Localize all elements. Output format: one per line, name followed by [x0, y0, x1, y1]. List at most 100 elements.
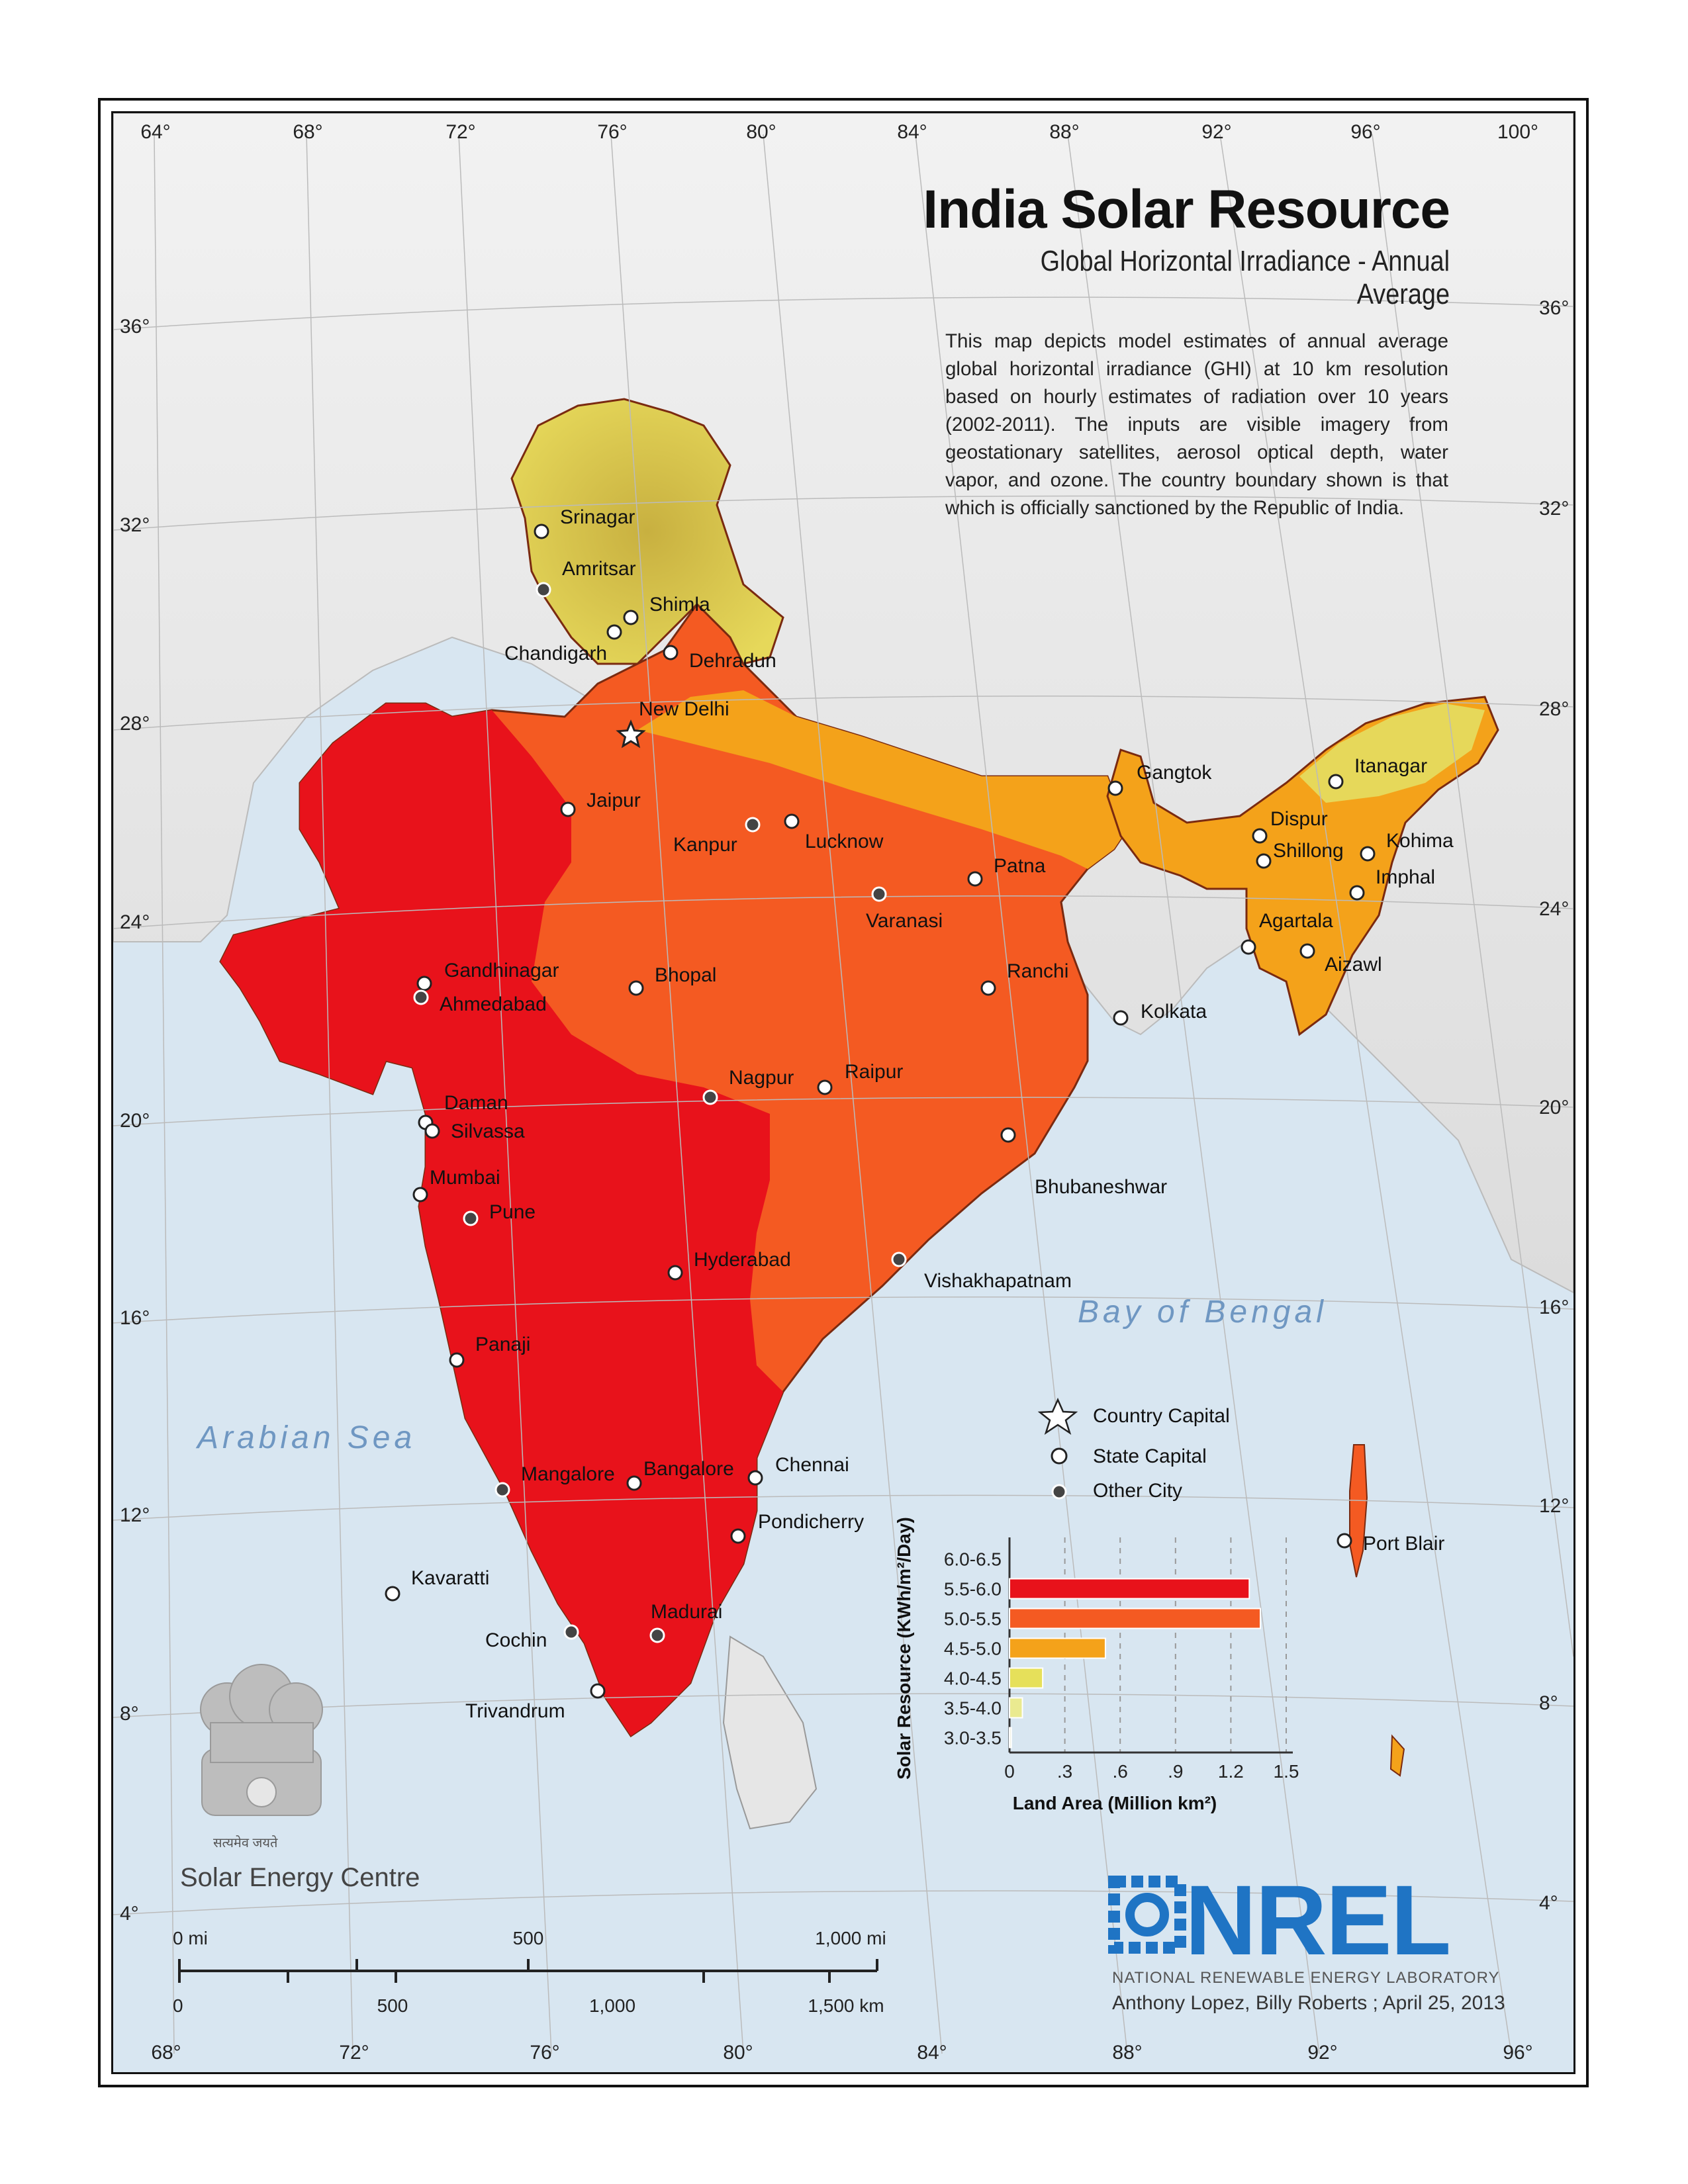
- city-label: Gangtok: [1137, 762, 1212, 784]
- city-label: Aizawl: [1325, 954, 1382, 976]
- sea-label-arabian: Arabian Sea: [195, 1420, 416, 1455]
- country-capital-legend-icon: [1037, 1397, 1078, 1435]
- y-tick-label: 3.0-3.5: [944, 1728, 1002, 1749]
- lat-label-right: 20°: [1539, 1097, 1569, 1118]
- x-tick-label: 1.5: [1274, 1761, 1299, 1782]
- state-capital-icon: [1299, 943, 1315, 959]
- lat-label-left: 24°: [120, 911, 150, 933]
- bar: [1009, 1608, 1261, 1629]
- state-capital-icon: [980, 980, 996, 996]
- city-label: Mangalore: [521, 1463, 615, 1485]
- state-capital-icon: [606, 624, 622, 640]
- sea-label-bengal: Bay of Bengal: [1078, 1295, 1327, 1330]
- city-label: Chennai: [775, 1454, 849, 1476]
- city-label: Bangalore: [643, 1458, 734, 1480]
- city-label: Silvassa: [451, 1120, 525, 1142]
- lon-label-bottom: 88°: [1112, 2042, 1142, 2064]
- city-label: Ranchi: [1007, 960, 1068, 982]
- x-tick-label: .3: [1057, 1761, 1072, 1782]
- other-city-icon: [745, 817, 761, 833]
- city-label: Cochin: [485, 1629, 547, 1651]
- city-label: Bhopal: [655, 964, 716, 986]
- state-capital-icon: [623, 610, 639, 625]
- nrel-wordmark: NREL: [1185, 1864, 1451, 1976]
- latitude-labels-left: 36° 32° 28° 24° 20° 16° 12° 8° 4°: [120, 316, 150, 1925]
- lon-label-top: 88°: [1049, 121, 1079, 143]
- lon-label-top: 100°: [1497, 121, 1538, 143]
- lon-label-bottom: 76°: [530, 2042, 559, 2064]
- map-description: This map depicts model estimates of annu…: [945, 330, 1448, 519]
- city-label: Ahmedabad: [440, 993, 547, 1015]
- state-capital-icon: [1360, 846, 1376, 862]
- city-label: Kavaratti: [411, 1567, 489, 1589]
- x-tick-label: .6: [1113, 1761, 1128, 1782]
- city-label: Imphal: [1376, 866, 1435, 888]
- city-label: Itanagar: [1354, 755, 1427, 777]
- city-label: Nagpur: [729, 1067, 794, 1089]
- lon-label-bottom: 84°: [917, 2042, 947, 2064]
- bar: [1009, 1578, 1250, 1600]
- other-city-legend-icon: [1051, 1484, 1067, 1500]
- map-legend: Country Capital State Capital Other City: [1037, 1397, 1230, 1502]
- lat-label-left: 8°: [120, 1703, 139, 1725]
- lat-label-right: 32°: [1539, 498, 1569, 520]
- city-label: Bhubaneshwar: [1035, 1176, 1167, 1198]
- scale-label-mi: 0 mi: [173, 1928, 208, 1948]
- city-label: Hyderabad: [694, 1249, 791, 1271]
- state-capital-icon: [385, 1586, 400, 1602]
- country-capital-icon: [616, 719, 646, 749]
- x-axis-label: Land Area (Million km²): [1013, 1793, 1217, 1813]
- state-capital-icon: [1107, 780, 1123, 796]
- lat-label-left: 20°: [120, 1110, 150, 1132]
- map-title: India Solar Resource: [923, 179, 1450, 240]
- y-tick-label: 6.0-6.5: [944, 1549, 1002, 1570]
- lon-label-bottom: 80°: [723, 2042, 753, 2064]
- state-capital-icon: [449, 1352, 465, 1368]
- city-label: Amritsar: [562, 558, 636, 580]
- lat-label-right: 16°: [1539, 1297, 1569, 1318]
- lat-label-right: 28°: [1539, 698, 1569, 720]
- lon-label-top: 72°: [445, 121, 475, 143]
- y-axis-label: Solar Resource (KWh/m²/Day): [894, 1517, 914, 1780]
- x-tick-label: .9: [1168, 1761, 1183, 1782]
- map-canvas: 64° 68° 72° 76° 80° 84° 88° 92° 96° 100° 68° 72° 76…: [113, 113, 1573, 2064]
- sec-emblem-icon: [200, 1664, 323, 1816]
- city-label: Gandhinagar: [444, 960, 559, 981]
- legend-state-capital: State Capital: [1093, 1445, 1207, 1467]
- lon-label-top: 92°: [1201, 121, 1231, 143]
- y-tick-label: 5.5-6.0: [944, 1579, 1002, 1600]
- bar: [1009, 1637, 1106, 1659]
- other-city-icon: [871, 886, 887, 902]
- city-label: Dispur: [1270, 808, 1328, 830]
- nrel-logo-icon: [1108, 1876, 1186, 1954]
- y-tick-label: 4.0-4.5: [944, 1668, 1002, 1689]
- state-capital-icon: [628, 980, 644, 996]
- city-label: Madurai: [651, 1601, 722, 1623]
- city-label: Srinagar: [560, 506, 635, 528]
- lat-label-left: 16°: [120, 1307, 150, 1329]
- other-city-icon: [891, 1251, 907, 1267]
- scale-label-mi: 500: [513, 1928, 544, 1948]
- other-city-icon: [463, 1210, 479, 1226]
- latitude-labels-right: 36° 32° 28° 24° 20° 16° 12° 8° 4°: [1539, 297, 1569, 1914]
- lat-label-left: 4°: [120, 1903, 139, 1925]
- other-city-icon: [649, 1627, 665, 1643]
- city-label: Shillong: [1273, 840, 1344, 862]
- state-capital-icon: [747, 1470, 763, 1486]
- city-label: Port Blair: [1363, 1533, 1444, 1555]
- state-capital-icon: [1336, 1533, 1352, 1549]
- legend-other-city: Other City: [1093, 1480, 1182, 1502]
- state-capital-icon: [784, 813, 800, 829]
- land-area-chart: 0 .3 .6 .9 1.2 1.5 6.0-6.5 5.5-6.0 5.0-5.5 4.5-5.…: [894, 1517, 1299, 1813]
- lat-label-left: 28°: [120, 713, 150, 735]
- longitude-labels-bottom: 68° 72° 76° 80° 84° 88° 92° 96°: [151, 2042, 1532, 2064]
- state-capital-icon: [1252, 828, 1268, 844]
- lat-label-right: 4°: [1539, 1892, 1558, 1914]
- city-label: Varanasi: [866, 910, 943, 932]
- state-capital-icon: [817, 1079, 833, 1095]
- credit-line: Anthony Lopez, Billy Roberts ; April 25,…: [1112, 1992, 1505, 2014]
- graticule: [113, 134, 1573, 2054]
- city-label: New Delhi: [639, 698, 729, 720]
- sri-lanka: [722, 1635, 818, 1830]
- ghi-zone-northeast-hills: [1299, 704, 1485, 803]
